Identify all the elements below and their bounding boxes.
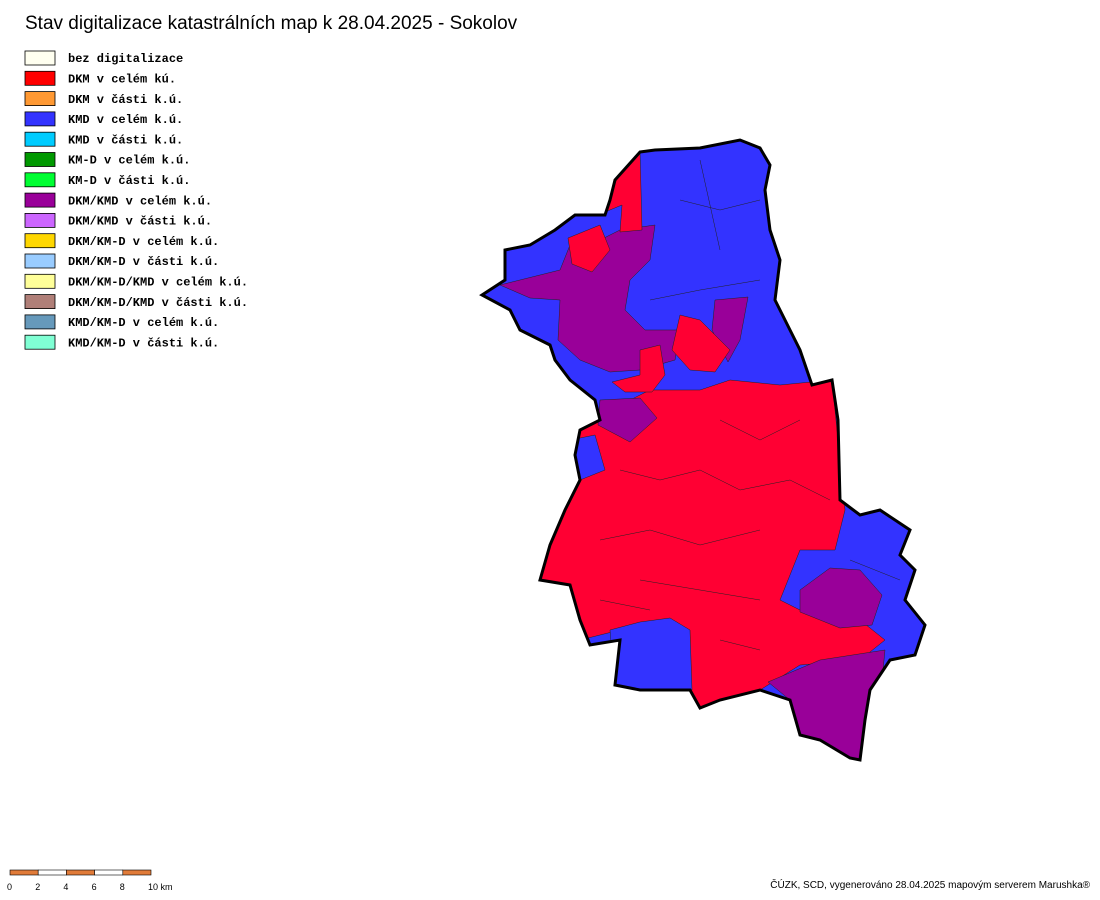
cadastre-borders — [599, 159, 901, 651]
scale-label: 0 — [7, 882, 12, 892]
region-kmd — [609, 617, 693, 696]
region-dkm — [567, 224, 611, 273]
scale-label: 4 — [63, 882, 68, 892]
scale-segment — [122, 869, 152, 876]
legend-label: DKM/KM-D v části k.ú. — [68, 255, 219, 269]
legend-label: DKM v části k.ú. — [68, 93, 183, 107]
legend-swatch — [24, 334, 56, 350]
legend-swatch — [24, 253, 56, 269]
scale-segment — [94, 869, 124, 876]
legend-label: KMD/KM-D v části k.ú. — [68, 336, 219, 350]
legend: bez digitalizace DKM v celém kú. DKM v čás… — [24, 50, 248, 350]
legend-swatch — [24, 233, 56, 249]
legend-label: KM-D v části k.ú. — [68, 174, 190, 188]
scale-bar: 0 2 4 6 8 10 km — [7, 869, 173, 892]
legend-swatch — [24, 131, 56, 147]
legend-label: DKM/KMD v celém k.ú. — [68, 194, 212, 208]
legend-label: KM-D v celém k.ú. — [68, 154, 190, 168]
legend-label: DKM/KM-D/KMD v celém k.ú. — [68, 275, 248, 289]
scale-label: 2 — [35, 882, 40, 892]
legend-label: KMD v části k.ú. — [68, 133, 183, 147]
legend-label: bez digitalizace — [68, 52, 183, 66]
legend-label: KMD/KM-D v celém k.ú. — [68, 316, 219, 330]
legend-swatch — [24, 70, 56, 86]
scale-segment — [9, 869, 39, 876]
map-title: Stav digitalizace katastrálních map k 28… — [25, 13, 518, 34]
credits: ČÚZK, SCD, vygenerováno 28.04.2025 mapov… — [770, 878, 1090, 891]
legend-swatch — [24, 294, 56, 310]
legend-swatch — [24, 111, 56, 127]
scale-segment — [37, 869, 67, 876]
legend-swatch — [24, 172, 56, 188]
legend-swatch — [24, 212, 56, 228]
legend-swatch — [24, 50, 56, 66]
district-map — [482, 140, 925, 760]
scale-segment — [66, 869, 95, 876]
legend-swatch — [24, 314, 56, 330]
scale-label: 6 — [92, 882, 97, 892]
legend-swatch — [24, 152, 56, 167]
legend-label: DKM/KMD v části k.ú. — [68, 215, 212, 229]
legend-swatch — [24, 273, 56, 289]
legend-label: KMD v celém k.ú. — [68, 113, 183, 127]
legend-swatch — [24, 192, 56, 208]
legend-swatch — [24, 91, 56, 106]
region-dkm — [611, 344, 666, 393]
scale-label: 10 km — [148, 882, 173, 892]
legend-label: DKM v celém kú. — [68, 72, 176, 86]
region-dkm-kmd — [799, 567, 883, 629]
scale-label: 8 — [120, 882, 125, 892]
legend-label: DKM/KM-D/KMD v části k.ú. — [68, 296, 248, 310]
region-dkm — [671, 314, 731, 373]
legend-label: DKM/KM-D v celém k.ú. — [68, 235, 219, 249]
